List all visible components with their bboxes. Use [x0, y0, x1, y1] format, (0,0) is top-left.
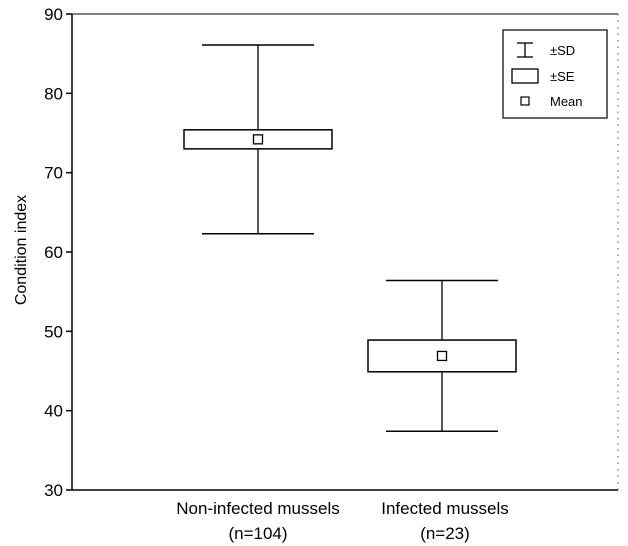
y-tick-label: 70: [44, 164, 63, 183]
y-tick-label: 90: [44, 5, 63, 24]
y-tick-label: 80: [44, 84, 63, 103]
legend-mean-symbol: [520, 96, 530, 106]
legend-sd-symbol: [517, 42, 533, 58]
x-axis: Non-infected mussels (n=104) Infected muss…: [176, 499, 509, 543]
legend-label: ±SD: [550, 43, 575, 58]
box-group-2: [367, 279, 517, 433]
mean-marker: [252, 134, 264, 145]
legend-label: Mean: [550, 94, 583, 109]
category-label: Infected mussels: [381, 499, 509, 518]
y-tick-label: 50: [44, 322, 63, 341]
y-tick-label: 40: [44, 402, 63, 421]
category-n-label: (n=23): [420, 524, 470, 543]
legend-se-symbol: [511, 68, 539, 84]
legend-label: ±SE: [550, 69, 575, 84]
y-axis-title: Condition index: [13, 195, 30, 305]
category-label: Non-infected mussels: [176, 499, 339, 518]
mean-marker: [436, 350, 448, 362]
box-groups: [183, 44, 517, 433]
category-n-label: (n=104): [228, 524, 287, 543]
y-axis: 30 40 50 60 70 80 90: [44, 5, 72, 500]
y-tick-label: 30: [44, 481, 63, 500]
y-tick-label: 60: [44, 243, 63, 262]
legend: ±SD ±SE Mean: [502, 29, 608, 119]
box-group-1: [183, 44, 333, 235]
